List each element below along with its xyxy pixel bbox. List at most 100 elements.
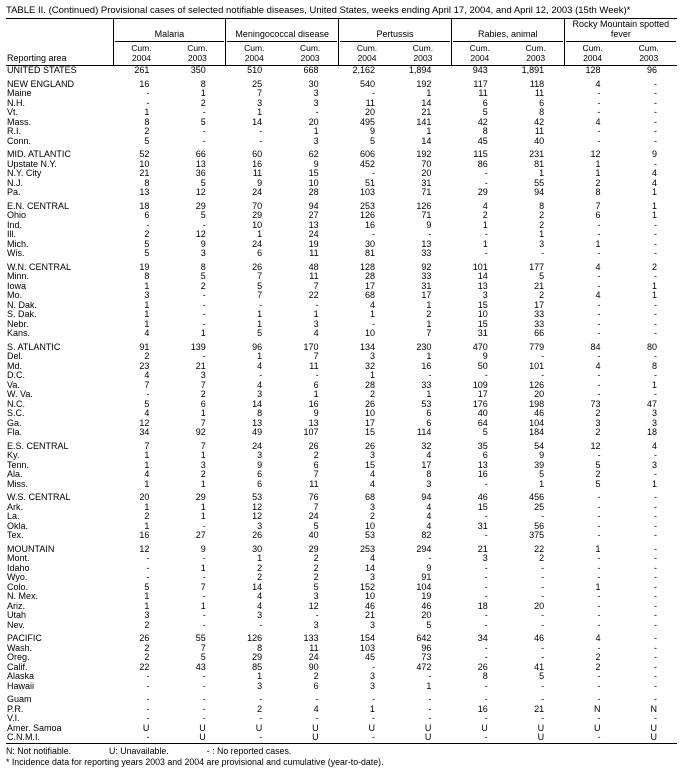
value-cell: - [597,681,601,691]
value-cell: 6 [313,380,319,390]
value-cell: 12 [139,544,150,554]
value-cell: - [428,714,432,724]
value-cell: 5 [426,620,432,630]
value-cell: 8 [144,178,150,188]
value-cell: 1 [200,601,206,611]
value-cell: 11 [252,169,263,179]
value-cell: 3 [257,451,263,461]
value-cell: 8 [200,262,206,272]
value-cell: 943 [472,65,488,76]
value-cell: 3 [257,390,263,400]
value-cell: 5 [539,470,545,480]
value-cell: 1 [651,211,657,221]
value-cell: - [259,620,263,630]
value-cell: 642 [416,634,432,644]
value-cell: 30 [364,239,375,249]
value-cell: - [202,611,206,621]
value-cell: 4 [595,291,601,301]
reporting-area-cell: Mont. [7,554,30,564]
value-cell: 2 [595,470,601,480]
value-cell: 5 [595,460,601,470]
reporting-area-cell: Okla. [7,521,29,531]
value-cell: 45 [477,136,488,146]
table-body: UNITED STATES 261 350 510 668 2,162 1,894 943 1,… [6,66,677,744]
value-cell: 10 [364,592,375,602]
value-cell: 4 [257,380,263,390]
value-cell: 23 [139,361,150,371]
value-cell: - [654,672,657,682]
value-cell: 39 [534,460,545,470]
value-cell: - [371,733,375,743]
value-cell: 24 [308,653,319,663]
value-cell: 10 [364,329,375,339]
value-cell: 4 [257,361,263,371]
legend-no-reported-cases: - : No reported cases. [206,745,292,756]
value-cell: 46 [534,409,545,419]
table-row: Ky. 1 1 3 2 3 4 6 9 - - [6,451,677,461]
value-cell: 6 [595,211,601,221]
value-cell: - [146,220,150,230]
value-cell: - [202,319,206,329]
value-cell: - [654,544,657,554]
value-cell: - [202,310,206,320]
value-cell: 2 [200,98,206,108]
table-row: E.S. CENTRAL 7 7 24 26 26 32 35 54 12 4 [6,442,677,452]
value-cell: 76 [308,493,319,503]
value-cell: 14 [252,399,263,409]
value-cell: 139 [190,342,206,352]
value-cell: - [654,136,657,146]
value-cell: - [654,310,657,320]
table-row: V.I. - - - - - - - - - - [6,714,677,724]
value-cell: 3 [482,291,488,301]
value-cell: 9 [651,150,657,160]
value-cell: 230 [416,342,432,352]
reporting-area-cell: Wash. [7,643,33,653]
value-cell: - [259,733,263,743]
value-cell: 20 [421,611,432,621]
value-cell: 53 [421,399,432,409]
value-cell: 452 [359,159,375,169]
value-cell: 2 [313,554,319,564]
value-cell: - [597,352,601,362]
value-cell: - [597,643,601,653]
value-cell: 13 [195,159,206,169]
value-cell: - [654,531,657,541]
value-cell: 3 [200,371,206,381]
value-cell: 4 [144,371,150,381]
value-cell: 17 [364,418,375,428]
value-cell: - [202,704,206,714]
value-cell: 17 [421,460,432,470]
value-cell: 4 [426,521,432,531]
value-cell: 9 [257,460,263,470]
reporting-area-cell: Wis. [7,249,25,259]
value-cell: 12 [252,502,263,512]
table-row: W.N. CENTRAL 19 8 26 48 128 92 101 177 4 2 [6,263,677,273]
value-cell: 2 [539,554,545,564]
value-cell: 3 [257,521,263,531]
value-cell: 3 [369,451,375,461]
value-cell: - [202,108,206,118]
value-cell: - [541,620,545,630]
reporting-area-cell: E.N. CENTRAL [7,201,70,211]
value-cell: - [654,653,657,663]
value-cell: 22 [534,544,545,554]
value-cell: 13 [477,281,488,291]
value-cell: - [597,371,601,381]
value-cell: 779 [529,342,545,352]
reporting-area-cell: R.I. [7,127,22,137]
value-cell: 5 [257,329,263,339]
value-cell: - [597,502,601,512]
value-cell: 1 [595,159,601,169]
value-cell: 13 [421,239,432,249]
value-cell: - [541,563,545,573]
value-cell: - [654,249,657,259]
reporting-area-cell: Oreg. [7,653,30,663]
value-cell: 15 [477,502,488,512]
value-cell: - [541,573,545,583]
value-cell: - [484,653,488,663]
column-subheader: Cum. 2004 [338,41,395,67]
reporting-area-header: Reporting area [6,18,113,67]
value-cell: - [202,521,206,531]
value-cell: 668 [303,65,319,76]
value-cell: 1 [200,89,206,99]
